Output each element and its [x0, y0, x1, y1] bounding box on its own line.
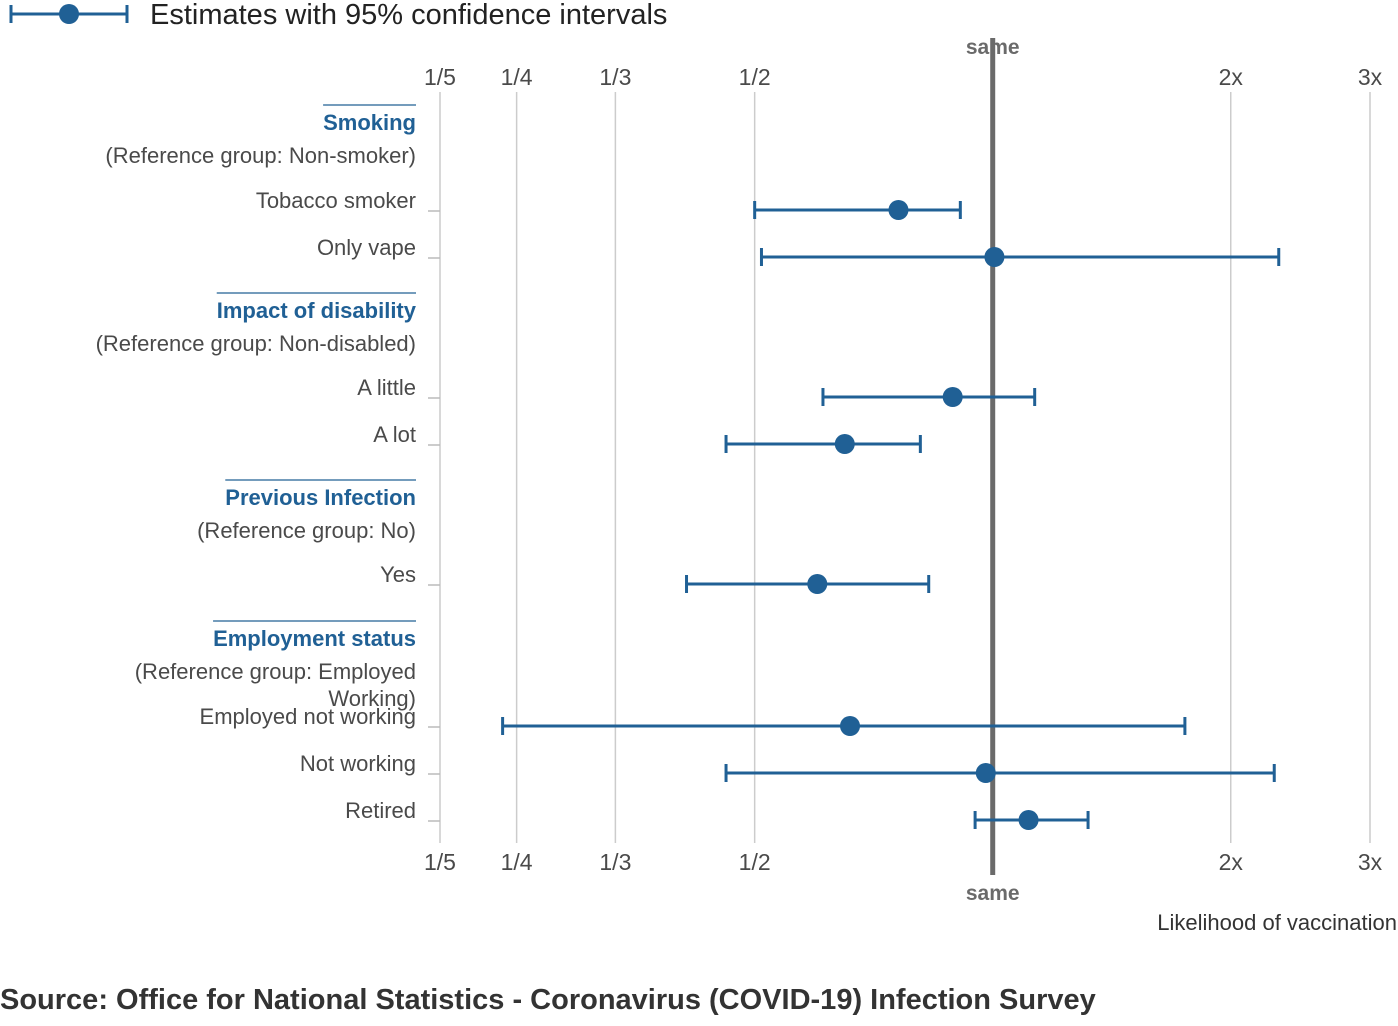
x-tick-labels-bottom: 1/5 1/4 1/3 1/2 same 2x 3x	[424, 849, 1383, 905]
group-title: Impact of disability	[217, 298, 417, 323]
legend-label: Estimates with 95% confidence intervals	[150, 0, 667, 31]
source-note: Source: Office for National Statistics -…	[0, 984, 1096, 1016]
legend: Estimates with 95% confidence intervals	[9, 0, 667, 31]
estimate-marks	[501, 200, 1281, 830]
x-tick-label-top: 1/4	[501, 64, 533, 90]
x-tick-label-bottom: 1/4	[501, 849, 533, 875]
x-tick-label-bottom: 1/2	[739, 849, 771, 875]
category-label: Only vape	[317, 235, 416, 260]
estimate-point	[807, 574, 828, 594]
x-tick-label-top: 3x	[1358, 64, 1383, 90]
reference-group-label: (Reference group: No)	[197, 518, 416, 543]
x-axis-label: Likelihood of vaccination	[1157, 910, 1397, 935]
legend-marker	[59, 4, 79, 24]
x-tick-label-top: 2x	[1219, 64, 1244, 90]
category-label: Not working	[300, 751, 416, 776]
x-tick-label-bottom: 2x	[1219, 849, 1244, 875]
category-label: Yes	[380, 562, 416, 587]
estimate-point	[888, 200, 909, 220]
x-tick-label-top: 1/3	[599, 64, 631, 90]
x-tick-label-bottom: same	[966, 882, 1020, 905]
estimate-point	[834, 434, 855, 454]
reference-group-label: Working)	[328, 686, 416, 711]
x-tick-labels-top: 1/5 1/4 1/3 1/2 same 2x 3x	[424, 36, 1383, 90]
x-tick-label-bottom: 3x	[1358, 849, 1383, 875]
category-label: A lot	[373, 422, 416, 447]
x-tick-label-top: same	[966, 36, 1020, 59]
category-labels: Smoking (Reference group: Non-smoker) Toba…	[96, 104, 440, 823]
category-label: A little	[357, 375, 416, 400]
estimate-point	[975, 763, 996, 783]
category-label: Tobacco smoker	[256, 188, 416, 213]
category-label: Retired	[345, 798, 416, 823]
estimate-point	[942, 387, 963, 407]
category-label: Employed not working	[200, 704, 416, 729]
group-title: Previous Infection	[225, 485, 416, 510]
estimate-point	[840, 716, 861, 736]
x-tick-label-top: 1/2	[739, 64, 771, 90]
group-title: Smoking	[323, 110, 416, 135]
group-title: Employment status	[213, 626, 416, 651]
x-tick-label-bottom: 1/3	[599, 849, 631, 875]
reference-group-label: (Reference group: Non-smoker)	[105, 143, 416, 168]
x-tick-label-bottom: 1/5	[424, 849, 456, 875]
estimate-point	[984, 247, 1005, 267]
x-tick-label-top: 1/5	[424, 64, 456, 90]
reference-group-label: (Reference group: Employed	[135, 659, 416, 684]
reference-group-label: (Reference group: Non-disabled)	[96, 331, 416, 356]
forest-plot-chart: Estimates with 95% confidence intervals …	[9, 0, 1397, 935]
estimate-point	[1018, 810, 1039, 830]
